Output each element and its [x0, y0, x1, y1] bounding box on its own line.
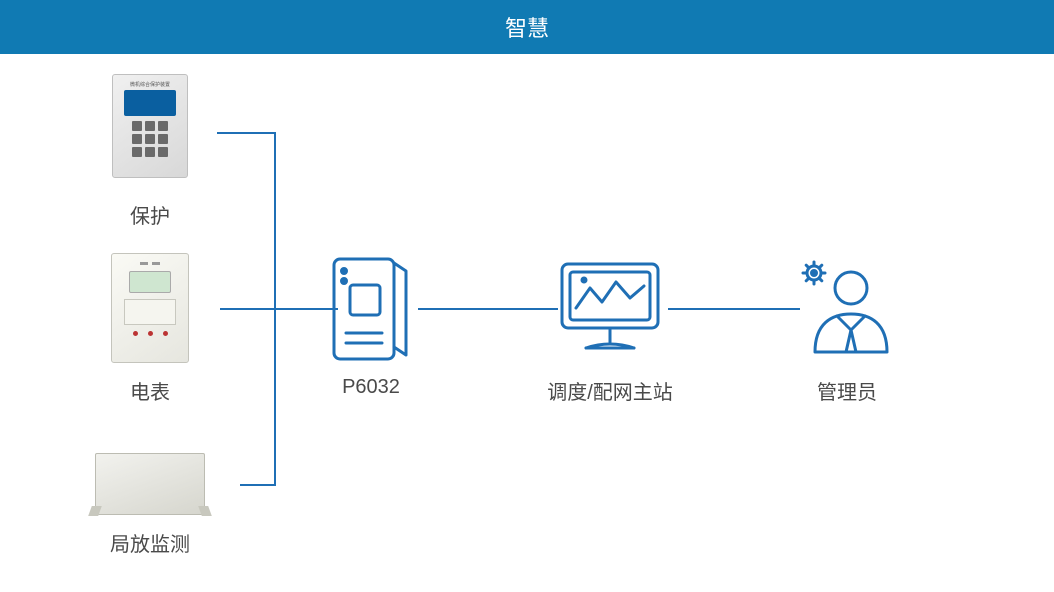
node-p6032-label: P6032 — [342, 376, 400, 399]
node-admin-label: 管理员 — [817, 376, 877, 405]
node-station — [556, 258, 664, 358]
conn-bus-p6032 — [274, 308, 338, 310]
node-meter-label-wrap: 电表 — [130, 376, 170, 405]
node-pd-label: 局放监测 — [110, 528, 190, 557]
protect-device-icon: 微机综合保护装置 — [112, 74, 188, 178]
node-pd-label-wrap: 局放监测 — [110, 528, 190, 557]
node-p6032 — [332, 253, 410, 363]
node-meter — [111, 253, 189, 363]
header-title: 智慧 — [505, 11, 549, 43]
conn-protect-bus — [217, 132, 274, 134]
node-meter-label: 电表 — [130, 376, 170, 405]
node-station-label: 调度/配网主站 — [547, 376, 673, 405]
header-bar: 智慧 — [0, 0, 1054, 54]
p6032-device-icon — [332, 253, 410, 363]
node-station-label-wrap: 调度/配网主站 — [547, 376, 673, 405]
conn-station-admin — [668, 308, 800, 310]
conn-meter-bus — [220, 308, 274, 310]
meter-device-icon — [111, 253, 189, 363]
conn-pd-bus — [240, 484, 274, 486]
node-admin — [797, 258, 897, 358]
conn-p6032-station — [418, 308, 558, 310]
pd-device-icon — [95, 453, 205, 515]
node-pd — [95, 453, 205, 515]
node-protect: 微机综合保护装置 — [112, 74, 188, 178]
station-monitor-icon — [556, 258, 664, 358]
admin-person-icon — [797, 258, 897, 358]
diagram-area: 微机综合保护装置 保护 电表 — [0, 54, 1054, 592]
node-p6032-label-wrap: P6032 — [342, 376, 400, 399]
node-protect-label: 保护 — [130, 200, 170, 229]
node-protect-label-wrap: 保护 — [130, 200, 170, 229]
node-admin-label-wrap: 管理员 — [817, 376, 877, 405]
